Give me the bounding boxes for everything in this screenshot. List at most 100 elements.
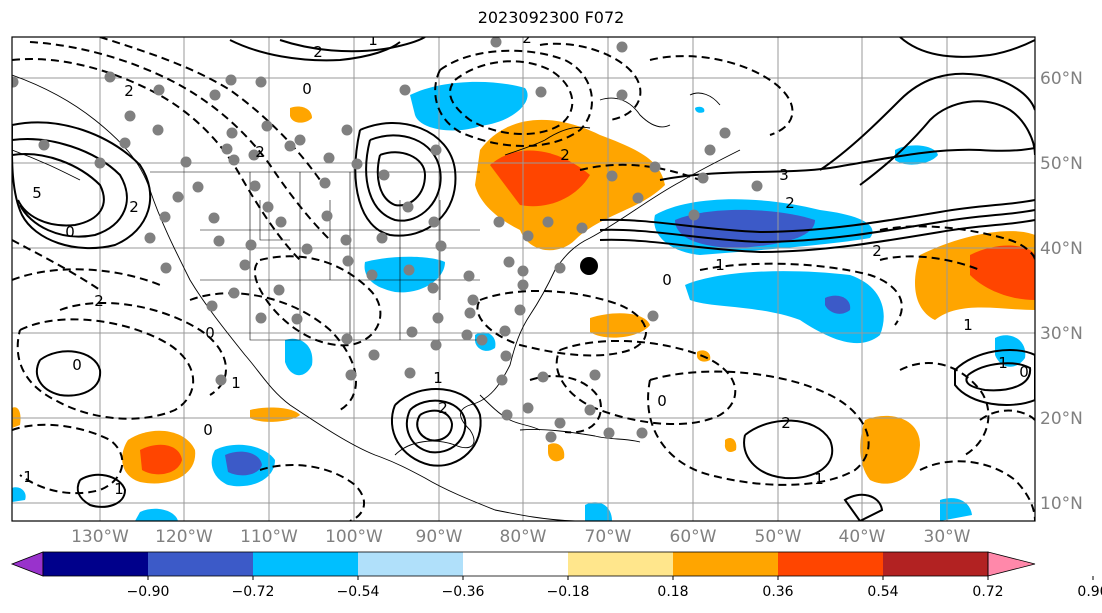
colorbar-extend-max bbox=[987, 551, 1036, 577]
point-marker bbox=[399, 84, 411, 96]
point-marker bbox=[144, 232, 156, 244]
colorbar-tick-label: −0.72 bbox=[232, 584, 275, 600]
contour-label: 2 bbox=[872, 242, 882, 260]
contour-label: 1 bbox=[231, 374, 241, 392]
point-marker bbox=[94, 157, 106, 169]
colorbar-extend-min bbox=[10, 551, 44, 577]
gridlines bbox=[12, 37, 1035, 521]
point-marker bbox=[208, 212, 220, 224]
contour-label: 1 bbox=[114, 480, 124, 498]
point-marker bbox=[688, 209, 700, 221]
contour-label: 2 bbox=[438, 399, 448, 417]
point-marker bbox=[341, 124, 353, 136]
point-marker bbox=[432, 312, 444, 324]
colorbar-tick-label: −0.90 bbox=[127, 584, 170, 600]
point-marker bbox=[225, 74, 237, 86]
point-marker bbox=[632, 192, 644, 204]
point-marker bbox=[522, 230, 534, 242]
point-marker bbox=[228, 154, 240, 166]
point-marker bbox=[160, 262, 172, 274]
point-marker bbox=[490, 37, 502, 48]
point-marker bbox=[321, 210, 333, 222]
contour-label: 1 bbox=[814, 470, 824, 488]
point-marker bbox=[12, 76, 19, 88]
lat-label: 50°N bbox=[1040, 154, 1083, 174]
point-marker bbox=[522, 402, 534, 414]
point-marker bbox=[255, 76, 267, 88]
lon-label: 50°W bbox=[755, 527, 802, 547]
point-marker bbox=[172, 191, 184, 203]
point-marker bbox=[427, 282, 439, 294]
point-marker bbox=[697, 172, 709, 184]
point-marker bbox=[463, 270, 475, 282]
point-marker bbox=[275, 216, 287, 228]
point-marker bbox=[589, 369, 601, 381]
colorbar-segment bbox=[253, 552, 359, 576]
point-marker bbox=[261, 120, 273, 132]
lon-label: 130°W bbox=[71, 527, 129, 547]
point-marker bbox=[221, 143, 233, 155]
point-marker bbox=[464, 307, 476, 319]
point-marker bbox=[319, 177, 331, 189]
lon-label: 60°W bbox=[670, 527, 717, 547]
map-title: 2023092300 F072 bbox=[477, 8, 625, 27]
colorbar-frame bbox=[42, 551, 989, 577]
lat-label: 10°N bbox=[1040, 494, 1083, 514]
contour-label: 2 bbox=[94, 292, 104, 310]
point-marker bbox=[345, 369, 357, 381]
point-marker bbox=[404, 367, 416, 379]
point-marker bbox=[499, 325, 511, 337]
point-marker bbox=[517, 265, 529, 277]
colorbar-segment bbox=[568, 552, 674, 576]
point-marker bbox=[245, 239, 257, 251]
contour-label: 1 bbox=[998, 354, 1008, 372]
point-marker bbox=[119, 137, 131, 149]
colorbar-segment bbox=[778, 552, 884, 576]
point-marker bbox=[501, 409, 513, 421]
colorbar-tick-label: 0.72 bbox=[972, 584, 1003, 600]
point-marker bbox=[649, 161, 661, 173]
contour-label: 2 bbox=[522, 29, 532, 47]
lat-label: 30°N bbox=[1040, 324, 1083, 344]
contour-label: 2 bbox=[124, 82, 134, 100]
point-marker bbox=[206, 300, 218, 312]
point-marker bbox=[606, 170, 618, 182]
point-marker bbox=[323, 152, 335, 164]
point-marker bbox=[291, 313, 303, 325]
colorbar-segment bbox=[358, 552, 464, 576]
point-marker bbox=[496, 374, 508, 386]
point-marker bbox=[428, 216, 440, 228]
point-marker bbox=[249, 180, 261, 192]
colorbar-tick-label: 0.54 bbox=[867, 584, 898, 600]
point-marker bbox=[554, 262, 566, 274]
latitude-labels: 60°N 50°N 40°N 30°N 20°N 10°N bbox=[1040, 69, 1083, 514]
point-marker bbox=[719, 127, 731, 139]
point-marker bbox=[228, 287, 240, 299]
point-marker bbox=[500, 350, 512, 362]
negative-contours bbox=[12, 37, 1035, 521]
point-marker bbox=[376, 232, 388, 244]
contour-label: 0 bbox=[657, 392, 667, 410]
lat-label: 60°N bbox=[1040, 69, 1083, 89]
point-marker bbox=[406, 326, 418, 338]
colorbar-tick-label: −0.36 bbox=[442, 584, 485, 600]
contour-label: 0 bbox=[205, 324, 215, 342]
lon-label: 120°W bbox=[155, 527, 213, 547]
colorbar-tick-label: −0.18 bbox=[547, 584, 590, 600]
lon-label: 100°W bbox=[325, 527, 383, 547]
point-marker bbox=[430, 144, 442, 156]
point-marker bbox=[152, 124, 164, 136]
point-marker bbox=[403, 264, 415, 276]
point-marker bbox=[647, 310, 659, 322]
point-marker bbox=[366, 269, 378, 281]
contour-label: 2 bbox=[785, 194, 795, 212]
point-marker bbox=[751, 180, 763, 192]
colorbar-segment bbox=[883, 552, 989, 576]
lon-label: 80°W bbox=[500, 527, 547, 547]
point-marker bbox=[517, 279, 529, 291]
contour-label: 0 bbox=[72, 356, 82, 374]
point-marker bbox=[402, 201, 414, 213]
point-marker bbox=[104, 71, 116, 83]
